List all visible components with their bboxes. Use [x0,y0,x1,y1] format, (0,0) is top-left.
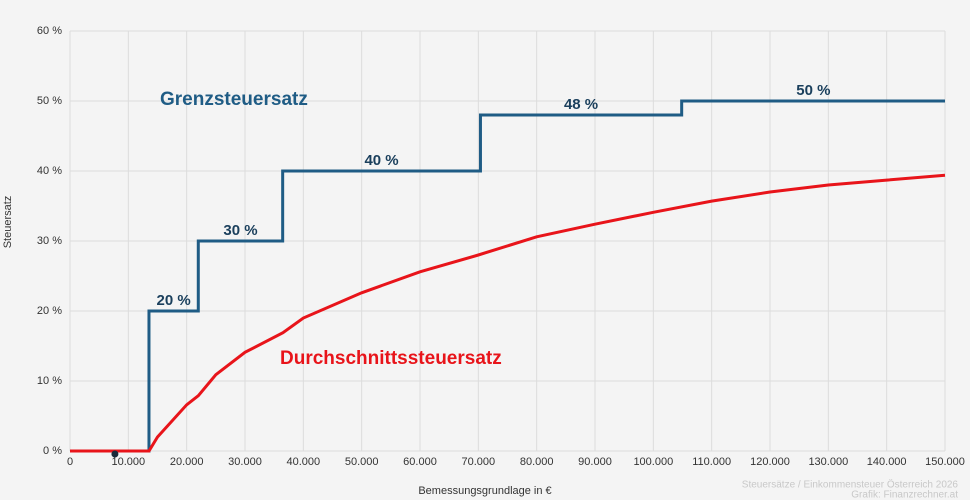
y-tick-label: 30 % [37,235,62,247]
series-line [70,173,946,453]
y-tick-label: 10 % [37,375,62,387]
x-tick-label: 0 [67,456,73,468]
y-tick-label: 0 % [43,445,62,457]
y-tick-label: 50 % [37,95,62,107]
x-tick-label: 110.000 [692,456,731,468]
series-label: Grenzsteuersatz [160,89,308,110]
x-tick-label: 100.000 [633,456,673,468]
x-tick-label: 80.000 [520,456,554,468]
footer: Steuersätze / Einkommensteuer Österreich… [742,479,959,491]
x-tick-label: 130.000 [808,456,848,468]
footer: Grafik: Finanzrechner.at [851,490,958,500]
y-tick-label: 20 % [37,305,62,317]
x-tick-label: 150.000 [925,456,965,468]
series-line [70,99,945,453]
x-tick-label: 70.000 [462,456,496,468]
step-label: 20 % [157,292,191,309]
y-axis-title: Steuersatz [2,196,14,249]
y-tick-label: 40 % [37,165,62,177]
x-tick-label: 30.000 [228,456,262,468]
highlight-point [111,450,119,458]
x-tick-label: 60.000 [403,456,437,468]
step-label: 48 % [564,96,598,113]
x-tick-label: 90.000 [578,456,612,468]
series-label: Durchschnittssteuersatz [280,348,502,369]
x-axis-title: Bemessungsgrundlage in € [418,485,551,497]
x-tick-label: 40.000 [287,456,321,468]
x-tick-label: 120.000 [750,456,790,468]
x-tick-label: 10.000 [112,456,146,468]
x-tick-label: 140.000 [867,456,907,468]
step-label: 40 % [364,152,398,169]
step-label: 50 % [796,82,830,99]
step-label: 30 % [223,222,257,239]
x-tick-label: 20.000 [170,456,204,468]
x-tick-label: 50.000 [345,456,379,468]
y-tick-label: 60 % [37,25,62,37]
